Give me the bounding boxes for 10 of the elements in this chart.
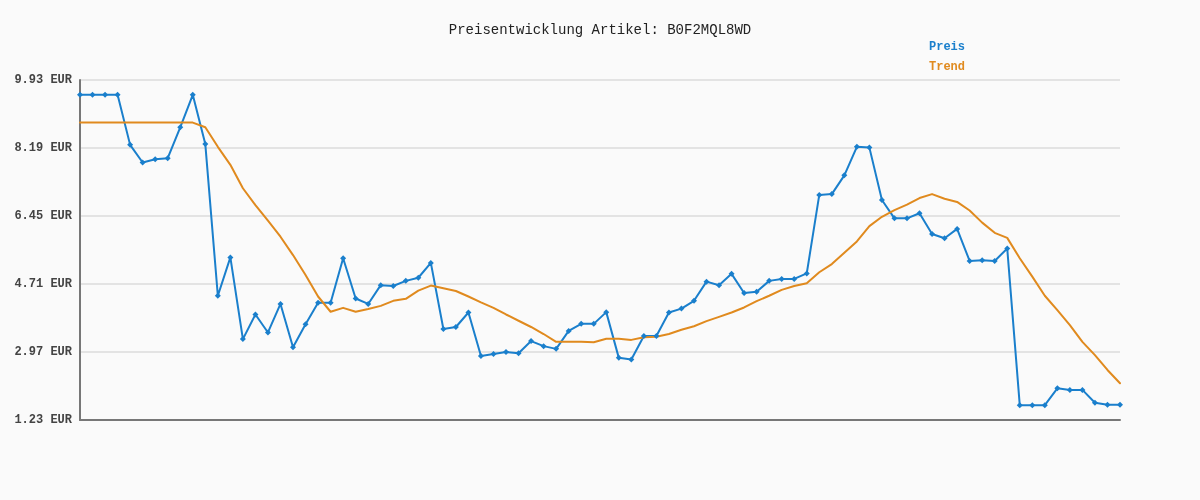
text: Preis	[928, 40, 966, 54]
y-tick-label: 2.97 EUR	[14, 345, 73, 359]
text: Trend	[928, 60, 966, 74]
chart-title: Preisentwicklung Artikel: B0F2MQL8WD	[448, 22, 752, 38]
y-tick-label: 4.71 EUR	[14, 277, 73, 291]
y-tick-label: 8.19 EUR	[14, 141, 73, 155]
y-tick-label: 6.45 EUR	[14, 209, 73, 223]
y-tick-label: 9.93 EUR	[14, 73, 73, 87]
y-tick-label: 1.23 EUR	[14, 413, 73, 427]
line-series	[79, 121, 1121, 385]
